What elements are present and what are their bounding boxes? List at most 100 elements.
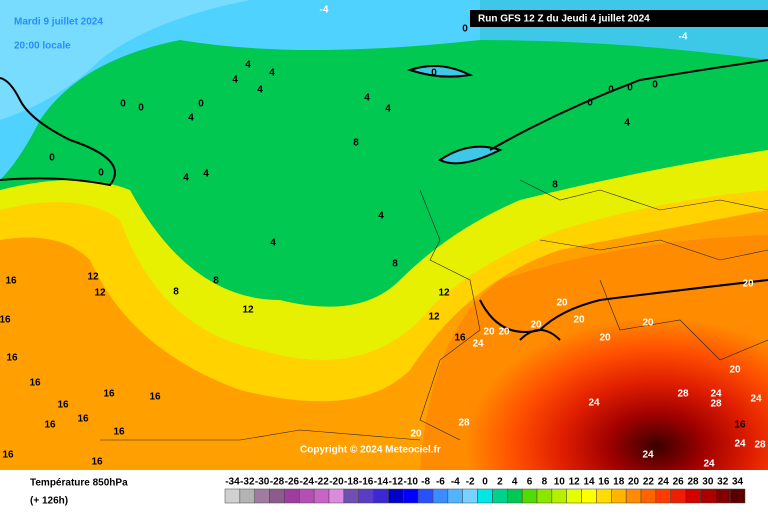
contour-label: 4 [624, 118, 630, 129]
contour-label: 20 [742, 279, 754, 290]
map-fill [0, 0, 768, 470]
contour-label: 20 [573, 315, 585, 326]
scale-label: -12 [389, 477, 404, 488]
scale-label: 6 [527, 477, 533, 488]
scale-label: -4 [451, 477, 460, 488]
scale-label: -20 [329, 477, 344, 488]
scale-label: 28 [687, 477, 699, 488]
scale-label: 8 [542, 477, 548, 488]
scale-swatch [521, 488, 538, 504]
contour-label: 0 [198, 99, 204, 110]
contour-label: 24 [642, 450, 654, 461]
contour-label: 16 [6, 353, 18, 364]
contour-label: 12 [438, 288, 450, 299]
scale-swatch [269, 488, 285, 504]
contour-label: 0 [431, 68, 437, 79]
borders [100, 179, 768, 441]
scale-swatch [729, 488, 746, 504]
scale-swatch [715, 488, 731, 504]
scale-swatch [284, 488, 300, 504]
contour-label: 8 [552, 180, 558, 191]
contour-label: 4 [257, 85, 263, 96]
contour-label: 20 [599, 333, 611, 344]
scale-label: -30 [255, 477, 270, 488]
contour-label: 28 [677, 389, 689, 400]
scale-label: -24 [299, 477, 314, 488]
scale-label: 14 [583, 477, 595, 488]
contour-label: 0 [49, 153, 55, 164]
scale-swatch [403, 488, 419, 504]
scale-label: -6 [436, 477, 445, 488]
color-scale: -34 -32 -30 -28 -26 -24 -22 -20 -18 -16 -14 -12 -10 -… [224, 477, 746, 504]
contour-label: 12 [428, 312, 440, 323]
scale-label: -26 [285, 477, 300, 488]
contour-label: 4 [188, 113, 194, 124]
scale-swatch [670, 488, 686, 504]
scale-swatch [536, 488, 553, 504]
scale-label: -16 [359, 477, 374, 488]
scale-swatch [477, 488, 493, 504]
contour-label: 0 [120, 99, 126, 110]
contour-label: 4 [378, 211, 384, 222]
contour-label: 8 [353, 138, 359, 149]
contour-label: 4 [203, 169, 209, 180]
contour-label: 20 [498, 327, 510, 338]
scale-label: -22 [314, 477, 329, 488]
scale-swatch [373, 488, 389, 504]
contour-label: 16 [44, 420, 56, 431]
scale-label: 30 [702, 477, 714, 488]
scale-swatch [299, 488, 315, 504]
contour-label: 16 [454, 333, 466, 344]
scale-swatch [239, 488, 255, 504]
scale-swatch [492, 488, 508, 504]
scale-swatch [417, 488, 434, 504]
contour-label: 16 [5, 276, 17, 287]
scale-swatch [388, 488, 404, 504]
contour-label: 4 [270, 238, 276, 249]
contour-label: 0 [587, 98, 593, 109]
scale-label: -32 [240, 477, 255, 488]
contour-label: 20 [556, 298, 568, 309]
contour-label: 12 [242, 305, 254, 316]
lead-time: (+ 126h) [30, 496, 68, 507]
contour-label: 16 [77, 414, 89, 425]
scale-label: 12 [569, 477, 581, 488]
contour-label: 8 [213, 276, 219, 287]
run-info: Run GFS 12 Z du Jeudi 4 juillet 2024 [478, 14, 650, 25]
scale-label: -18 [344, 477, 359, 488]
contour-label: 16 [2, 450, 14, 461]
scale-label: 32 [717, 477, 729, 488]
contour-label: 20 [410, 429, 422, 440]
run-banner [470, 10, 768, 27]
contour-label: 24 [710, 389, 722, 400]
scale-swatch [358, 488, 374, 504]
contour-label: 4 [269, 68, 275, 79]
contour-label: 0 [627, 83, 633, 94]
contour-label: 0 [462, 24, 468, 35]
contour-label: 12 [87, 272, 99, 283]
scale-swatch [224, 488, 241, 504]
contour-label: 20 [530, 320, 542, 331]
scale-label: -28 [270, 477, 285, 488]
scale-label: 0 [482, 477, 488, 488]
scale-swatch [507, 488, 523, 504]
scale-label: 16 [598, 477, 610, 488]
scale-label: -10 [403, 477, 418, 488]
scale-label: -34 [225, 477, 240, 488]
copyright: Copyright © 2024 Meteociel.fr [300, 445, 441, 456]
scale-label: -14 [374, 477, 389, 488]
contour-label: 16 [29, 378, 41, 389]
scale-swatch [254, 488, 270, 504]
contour-label: 20 [483, 327, 495, 338]
contour-label: 24 [472, 339, 484, 350]
scale-swatch [611, 488, 627, 504]
contour-label: 0 [98, 168, 104, 179]
contour-label: 24 [588, 398, 600, 409]
contour-label: -4 [320, 5, 329, 16]
contour-label: 24 [703, 459, 715, 470]
scale-swatch [685, 488, 701, 504]
contour-label: 0 [652, 80, 658, 91]
scale-label: 20 [628, 477, 640, 488]
